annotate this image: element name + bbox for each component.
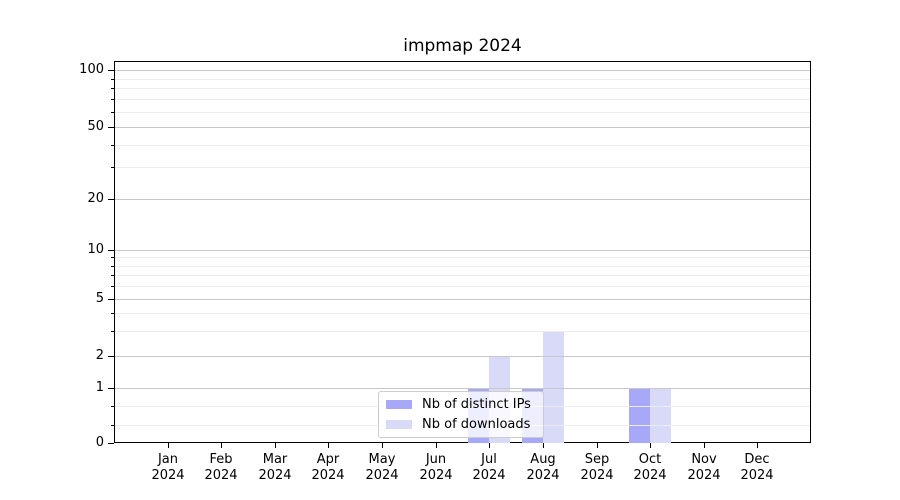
x-tick	[489, 443, 490, 448]
y-tick-label: 50	[87, 119, 104, 134]
x-tick-label: Sep 2024	[580, 452, 614, 483]
x-tick-label: Oct 2024	[633, 452, 667, 483]
y-tick	[108, 70, 114, 71]
x-tick	[650, 443, 651, 448]
minor-gridline	[115, 257, 810, 258]
legend-swatch-icon	[386, 420, 412, 429]
x-tick-label: Aug 2024	[526, 452, 560, 483]
x-tick-label: May 2024	[365, 452, 399, 483]
y-tick-label: 5	[95, 291, 104, 306]
y-tick-label: 2	[95, 348, 104, 363]
y-minor-tick	[111, 286, 114, 287]
y-minor-tick	[111, 79, 114, 80]
y-minor-tick	[111, 266, 114, 267]
legend-item-downloads: Nb of downloads	[386, 416, 535, 433]
y-tick	[108, 250, 114, 251]
major-gridline	[115, 199, 810, 200]
legend-swatch-icon	[386, 400, 412, 409]
major-gridline	[115, 70, 810, 71]
minor-gridline	[115, 286, 810, 287]
y-tick-label: 10	[87, 242, 104, 257]
major-gridline	[115, 250, 810, 251]
x-tick	[275, 443, 276, 448]
x-tick-label: Mar 2024	[258, 452, 292, 483]
y-minor-tick	[111, 331, 114, 332]
major-gridline	[115, 388, 810, 389]
x-tick	[597, 443, 598, 448]
plot-area-border	[114, 61, 811, 443]
y-minor-tick	[111, 406, 114, 407]
y-tick-label: 1	[95, 380, 104, 395]
y-minor-tick	[111, 88, 114, 89]
y-minor-tick	[111, 167, 114, 168]
y-tick-label: 0	[95, 435, 104, 450]
minor-gridline	[115, 145, 810, 146]
minor-gridline	[115, 167, 810, 168]
minor-gridline	[115, 99, 810, 100]
y-minor-tick	[111, 99, 114, 100]
minor-gridline	[115, 313, 810, 314]
chart-title: impmap 2024	[403, 36, 522, 56]
x-tick-label: Dec 2024	[740, 452, 774, 483]
major-gridline	[115, 356, 810, 357]
legend-label: Nb of distinct IPs	[422, 397, 531, 412]
y-minor-tick	[111, 112, 114, 113]
legend-item-distinct-ips: Nb of distinct IPs	[386, 396, 535, 413]
y-tick	[108, 388, 114, 389]
minor-gridline	[115, 275, 810, 276]
legend: Nb of distinct IPs Nb of downloads	[378, 391, 544, 438]
bar-distinct-ips-oct	[629, 388, 651, 443]
y-tick	[108, 199, 114, 200]
x-tick	[382, 443, 383, 448]
x-tick	[221, 443, 222, 448]
x-tick-label: Jun 2024	[419, 452, 453, 483]
x-tick	[757, 443, 758, 448]
minor-gridline	[115, 112, 810, 113]
bar-downloads-oct	[650, 388, 672, 443]
y-minor-tick	[111, 313, 114, 314]
x-tick	[704, 443, 705, 448]
x-tick-label: Apr 2024	[311, 452, 345, 483]
x-tick	[543, 443, 544, 448]
y-minor-tick	[111, 257, 114, 258]
minor-gridline	[115, 331, 810, 332]
x-tick-label: Feb 2024	[204, 452, 238, 483]
y-tick	[108, 443, 114, 444]
y-minor-tick	[111, 275, 114, 276]
minor-gridline	[115, 79, 810, 80]
x-tick-label: Jul 2024	[472, 452, 506, 483]
major-gridline	[115, 299, 810, 300]
legend-label: Nb of downloads	[422, 417, 531, 432]
y-minor-tick	[111, 425, 114, 426]
x-tick	[328, 443, 329, 448]
y-tick	[108, 299, 114, 300]
bar-downloads-aug	[542, 330, 564, 443]
minor-gridline	[115, 88, 810, 89]
x-tick	[436, 443, 437, 448]
minor-gridline	[115, 266, 810, 267]
x-tick	[168, 443, 169, 448]
y-tick-label: 100	[79, 62, 104, 77]
y-minor-tick	[111, 145, 114, 146]
y-tick	[108, 356, 114, 357]
x-tick-label: Nov 2024	[687, 452, 721, 483]
y-tick	[108, 127, 114, 128]
x-tick-label: Jan 2024	[151, 452, 185, 483]
major-gridline	[115, 127, 810, 128]
y-tick-label: 20	[87, 191, 104, 206]
